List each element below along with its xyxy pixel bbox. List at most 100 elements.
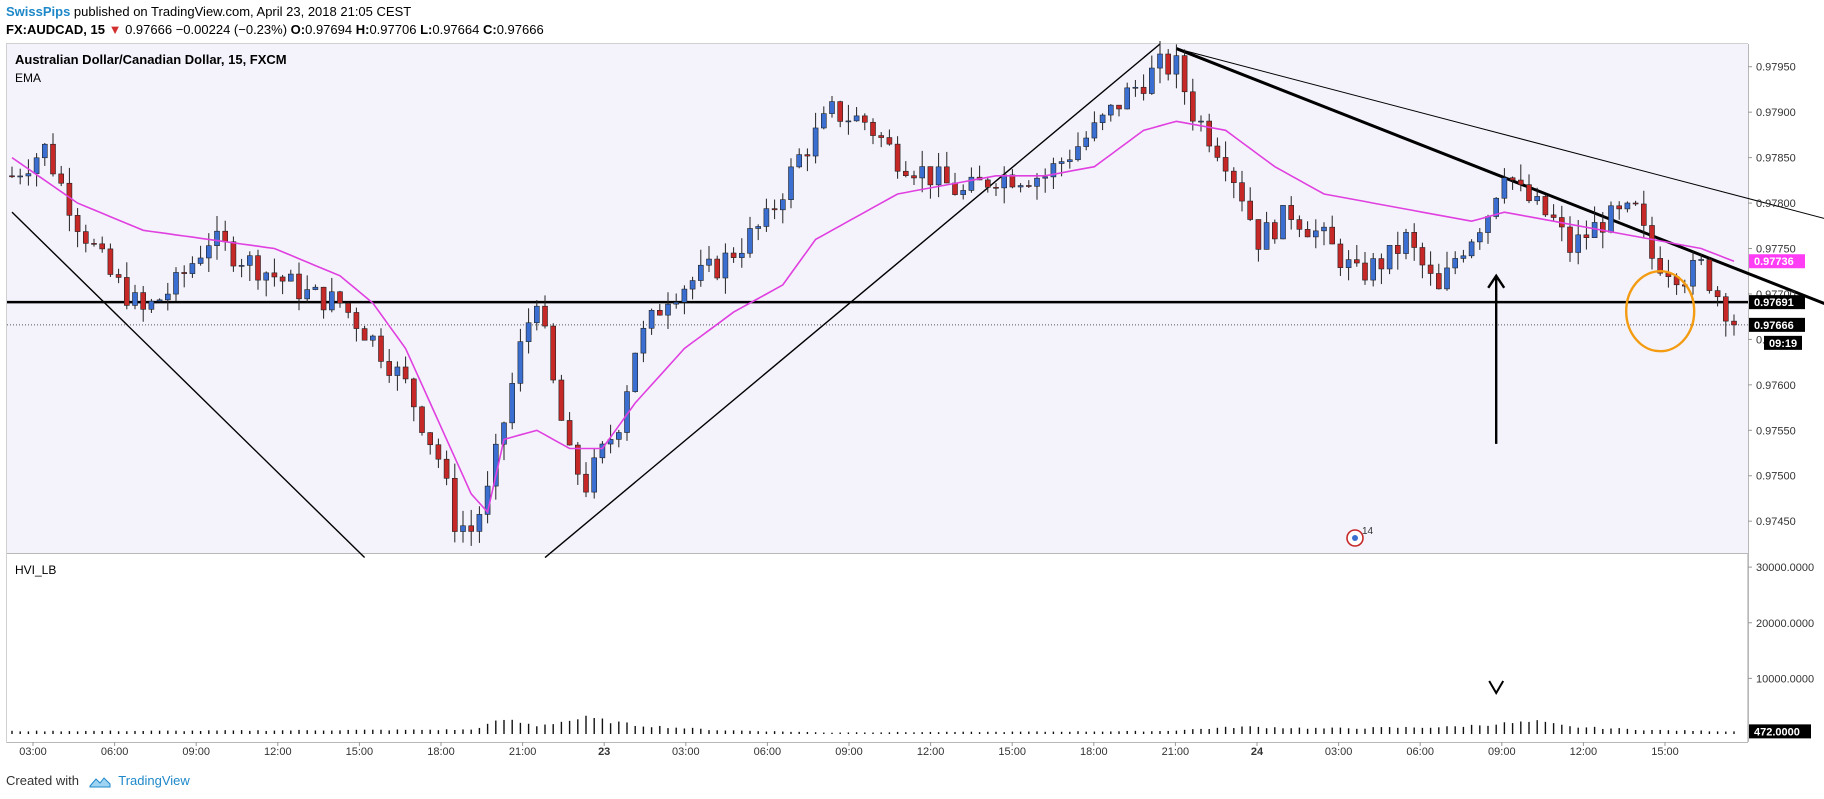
candle-body [1378, 258, 1385, 270]
time-tick-label: 03:00 [19, 746, 47, 758]
candle-body [1714, 290, 1721, 298]
candle [1690, 251, 1696, 295]
candle [550, 323, 557, 384]
candle [287, 269, 294, 282]
candle [156, 298, 163, 302]
candle-body [1386, 245, 1393, 270]
trendlines[interactable] [7, 43, 1824, 559]
candle [525, 308, 532, 354]
candle [50, 133, 56, 177]
candle-body [1247, 200, 1253, 220]
candle-body [935, 166, 942, 186]
candle [427, 432, 434, 455]
candle-body [755, 226, 762, 229]
published-text: published on TradingView.com, April 23, … [70, 4, 412, 19]
candle [796, 148, 803, 169]
candle-body [853, 115, 860, 122]
price-tick-label: 0.97550 [1756, 425, 1796, 437]
candle [1452, 251, 1458, 275]
candle-body [189, 263, 196, 274]
candle [583, 462, 589, 498]
candle-body [943, 166, 950, 184]
time-tick-label: 06:00 [101, 746, 129, 758]
last-price-tag: 0.97666 [1749, 317, 1805, 332]
price-tick-label: 0.97750 [1756, 244, 1796, 256]
candle [238, 258, 245, 278]
candle [1723, 293, 1729, 337]
candle [410, 377, 417, 422]
candle-body [525, 322, 532, 342]
candle-body [1255, 219, 1262, 250]
candle-body [1231, 170, 1237, 183]
candle [58, 165, 65, 187]
candle-body [1550, 214, 1557, 218]
candle-body [820, 113, 827, 129]
tradingview-link[interactable]: TradingView [118, 773, 190, 788]
candle-body [1419, 247, 1426, 266]
candle-body [796, 154, 803, 168]
candle-body [1600, 222, 1606, 233]
price-tick-label: 0.97900 [1756, 107, 1796, 119]
candle [812, 112, 819, 164]
time-tick-label: 12:00 [264, 746, 292, 758]
candle-body [574, 444, 581, 475]
price-tick-label: 0.97500 [1756, 471, 1796, 483]
candle-body [1173, 55, 1180, 75]
ema-line[interactable] [11, 120, 1735, 514]
candle [1386, 245, 1393, 275]
candle-body [1436, 273, 1442, 290]
candle [1222, 141, 1229, 182]
candle-body [1501, 177, 1508, 199]
candle [738, 238, 745, 268]
candle-body [279, 276, 286, 282]
annotations[interactable]: 14 [1346, 270, 1696, 695]
candles[interactable] [9, 40, 1737, 546]
candle [99, 236, 105, 253]
alert-badge[interactable]: 14 [1346, 526, 1374, 547]
time-tick-label: 18:00 [427, 746, 455, 758]
candle [1550, 204, 1557, 221]
price-tick-label: 0.97600 [1756, 380, 1796, 392]
candle-body [337, 291, 343, 304]
candle [353, 307, 360, 342]
candle [1608, 201, 1614, 234]
candle-body [238, 265, 245, 267]
candle-body [17, 175, 24, 178]
candle [706, 245, 712, 272]
candle [1206, 113, 1212, 153]
candle [919, 150, 926, 193]
candle [279, 274, 286, 295]
candle-body [1132, 86, 1139, 89]
time-tick-label: 03:00 [672, 746, 700, 758]
candle [829, 95, 835, 118]
volume-indicator-label: HVI_LB [15, 563, 56, 577]
candle [1526, 174, 1532, 204]
time-tick-label: 24 [1251, 746, 1264, 758]
candle [697, 249, 704, 287]
candle [165, 282, 171, 311]
volume-tag-bg [1749, 724, 1811, 739]
countdown-tag-bg [1764, 335, 1802, 350]
candle [771, 199, 778, 220]
candle [361, 325, 368, 341]
shaded-background [7, 44, 1748, 553]
candle-body [1731, 320, 1737, 326]
candle-body [919, 166, 926, 179]
countdown-tag: 09:19 [1764, 335, 1802, 350]
candle-body [558, 379, 565, 421]
author-name[interactable]: SwissPips [6, 4, 71, 19]
candle [337, 290, 343, 308]
candle [1313, 219, 1319, 249]
candle [1075, 132, 1081, 162]
candle-body [615, 432, 622, 440]
candle-body [1345, 259, 1352, 268]
candle [1542, 195, 1549, 217]
candle [1509, 176, 1516, 190]
support-price-tag: 0.97691 [1749, 295, 1805, 310]
candle-body [1477, 232, 1483, 243]
time-tick-label: 09:00 [835, 746, 863, 758]
candle-body [1198, 120, 1204, 123]
time-tick-label: 21:00 [509, 746, 537, 758]
candle-body [1313, 230, 1319, 238]
